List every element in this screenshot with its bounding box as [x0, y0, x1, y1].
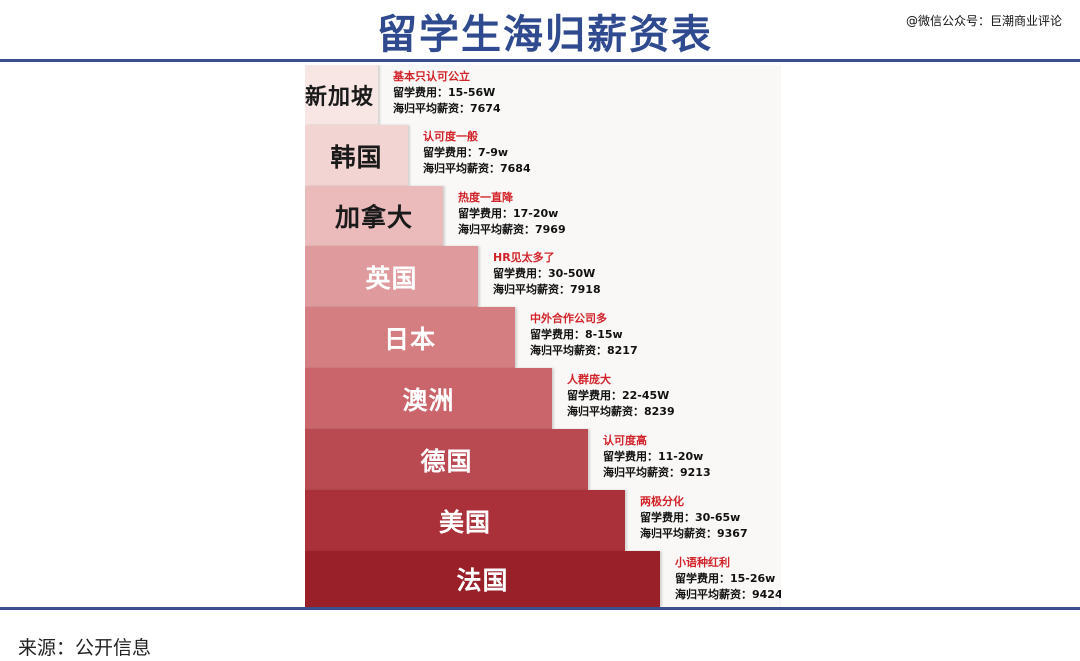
salary-value: 7969 — [535, 223, 566, 236]
note-label: 人群庞大 — [567, 373, 611, 386]
salary-label: 海归平均薪资： — [493, 283, 570, 296]
bar: 韩国 — [305, 125, 408, 186]
cost-label: 留学费用： — [530, 328, 585, 341]
bar: 新加坡 — [305, 65, 378, 125]
bar: 法国 — [305, 551, 660, 607]
page-title: 留学生海归薪资表 — [377, 12, 713, 58]
cost-label: 留学费用： — [423, 146, 478, 159]
note-label: 两极分化 — [640, 495, 684, 508]
cost-line: 留学费用：17-20w — [458, 206, 566, 222]
cost-value: 22-45W — [622, 389, 670, 402]
salary-value: 7674 — [470, 102, 501, 115]
cost-label: 留学费用： — [393, 86, 448, 99]
info-block: 中外合作公司多 留学费用：8-15w 海归平均薪资：8217 — [530, 311, 638, 359]
salary-label: 海归平均薪资： — [567, 405, 644, 418]
salary-line: 海归平均薪资：8217 — [530, 343, 638, 359]
salary-line: 海归平均薪资：7684 — [423, 161, 531, 177]
bar: 日本 — [305, 307, 515, 368]
salary-line: 海归平均薪资：7674 — [393, 101, 501, 117]
salary-line: 海归平均薪资：9213 — [603, 465, 711, 481]
step-row: 德国 认可度高 留学费用：11-20w 海归平均薪资：9213 — [305, 429, 781, 490]
salary-value: 7918 — [570, 283, 601, 296]
step-row: 新加坡 基本只认可公立 留学费用：15-56W 海归平均薪资：7674 — [305, 65, 781, 125]
note-label: 中外合作公司多 — [530, 312, 607, 325]
cost-value: 15-26w — [730, 572, 776, 585]
bar: 澳洲 — [305, 368, 552, 429]
cost-line: 留学费用：22-45W — [567, 388, 675, 404]
cost-label: 留学费用： — [675, 572, 730, 585]
salary-value: 8239 — [644, 405, 675, 418]
salary-line: 海归平均薪资：7918 — [493, 282, 601, 298]
note-label: 基本只认可公立 — [393, 70, 470, 83]
salary-label: 海归平均薪资： — [423, 162, 500, 175]
note-label: HR见太多了 — [493, 251, 555, 264]
salary-value: 9424 — [752, 588, 781, 601]
note-label: 热度一直降 — [458, 191, 513, 204]
cost-value: 11-20w — [658, 450, 704, 463]
info-block: 认可度一般 留学费用：7-9w 海归平均薪资：7684 — [423, 129, 531, 177]
cost-label: 留学费用： — [603, 450, 658, 463]
cost-line: 留学费用：15-26w — [675, 571, 781, 587]
cost-label: 留学费用： — [640, 511, 695, 524]
cost-value: 17-20w — [513, 207, 559, 220]
cost-line: 留学费用：15-56W — [393, 85, 501, 101]
bar: 英国 — [305, 246, 478, 307]
step-row: 法国 小语种红利 留学费用：15-26w 海归平均薪资：9424 — [305, 551, 781, 607]
cost-line: 留学费用：8-15w — [530, 327, 638, 343]
step-row: 韩国 认可度一般 留学费用：7-9w 海归平均薪资：7684 — [305, 125, 781, 186]
salary-line: 海归平均薪资：8239 — [567, 404, 675, 420]
salary-label: 海归平均薪资： — [603, 466, 680, 479]
info-block: HR见太多了 留学费用：30-50W 海归平均薪资：7918 — [493, 250, 601, 298]
cost-line: 留学费用：30-65w — [640, 510, 748, 526]
salary-staircase-chart: 新加坡 基本只认可公立 留学费用：15-56W 海归平均薪资：7674 韩国 认可度一般留… — [305, 65, 781, 607]
source-note: 来源：公开信息 — [18, 637, 152, 659]
note-label: 小语种红利 — [675, 556, 730, 569]
bar: 美国 — [305, 490, 625, 551]
salary-label: 海归平均薪资： — [530, 344, 607, 357]
top-divider — [0, 59, 1080, 62]
salary-value: 9367 — [717, 527, 748, 540]
cost-label: 留学费用： — [458, 207, 513, 220]
cost-value: 8-15w — [585, 328, 623, 341]
salary-value: 7684 — [500, 162, 531, 175]
salary-value: 8217 — [607, 344, 638, 357]
info-block: 热度一直降 留学费用：17-20w 海归平均薪资：7969 — [458, 190, 566, 238]
info-block: 基本只认可公立 留学费用：15-56W 海归平均薪资：7674 — [393, 69, 501, 117]
salary-label: 海归平均薪资： — [393, 102, 470, 115]
info-block: 小语种红利 留学费用：15-26w 海归平均薪资：9424 — [675, 555, 781, 603]
step-row: 美国 两极分化 留学费用：30-65w 海归平均薪资：9367 — [305, 490, 781, 551]
info-block: 两极分化 留学费用：30-65w 海归平均薪资：9367 — [640, 494, 748, 542]
note-label: 认可度一般 — [423, 130, 478, 143]
bar: 加拿大 — [305, 186, 443, 246]
cost-value: 30-50W — [548, 267, 596, 280]
watermark: @微信公众号：巨潮商业评论 — [905, 14, 1062, 28]
step-row: 日本 中外合作公司多 留学费用：8-15w 海归平均薪资：8217 — [305, 307, 781, 368]
note-label: 认可度高 — [603, 434, 647, 447]
cost-value: 15-56W — [448, 86, 496, 99]
step-row: 澳洲 人群庞大 留学费用：22-45W 海归平均薪资：8239 — [305, 368, 781, 429]
info-block: 认可度高 留学费用：11-20w 海归平均薪资：9213 — [603, 433, 711, 481]
step-row: 英国 HR见太多了 留学费用：30-50W 海归平均薪资：7918 — [305, 246, 781, 307]
salary-label: 海归平均薪资： — [675, 588, 752, 601]
cost-value: 30-65w — [695, 511, 741, 524]
cost-line: 留学费用：30-50W — [493, 266, 601, 282]
salary-line: 海归平均薪资：9367 — [640, 526, 748, 542]
cost-line: 留学费用：11-20w — [603, 449, 711, 465]
step-row: 加拿大 热度一直降 留学费用：17-20w 海归平均薪资：7969 — [305, 186, 781, 246]
cost-line: 留学费用：7-9w — [423, 145, 531, 161]
salary-label: 海归平均薪资： — [640, 527, 717, 540]
bar: 德国 — [305, 429, 588, 490]
cost-label: 留学费用： — [493, 267, 548, 280]
salary-line: 海归平均薪资：9424 — [675, 587, 781, 603]
salary-label: 海归平均薪资： — [458, 223, 535, 236]
salary-value: 9213 — [680, 466, 711, 479]
cost-label: 留学费用： — [567, 389, 622, 402]
info-block: 人群庞大 留学费用：22-45W 海归平均薪资：8239 — [567, 372, 675, 420]
cost-value: 7-9w — [478, 146, 509, 159]
bottom-divider — [0, 607, 1080, 610]
salary-line: 海归平均薪资：7969 — [458, 222, 566, 238]
